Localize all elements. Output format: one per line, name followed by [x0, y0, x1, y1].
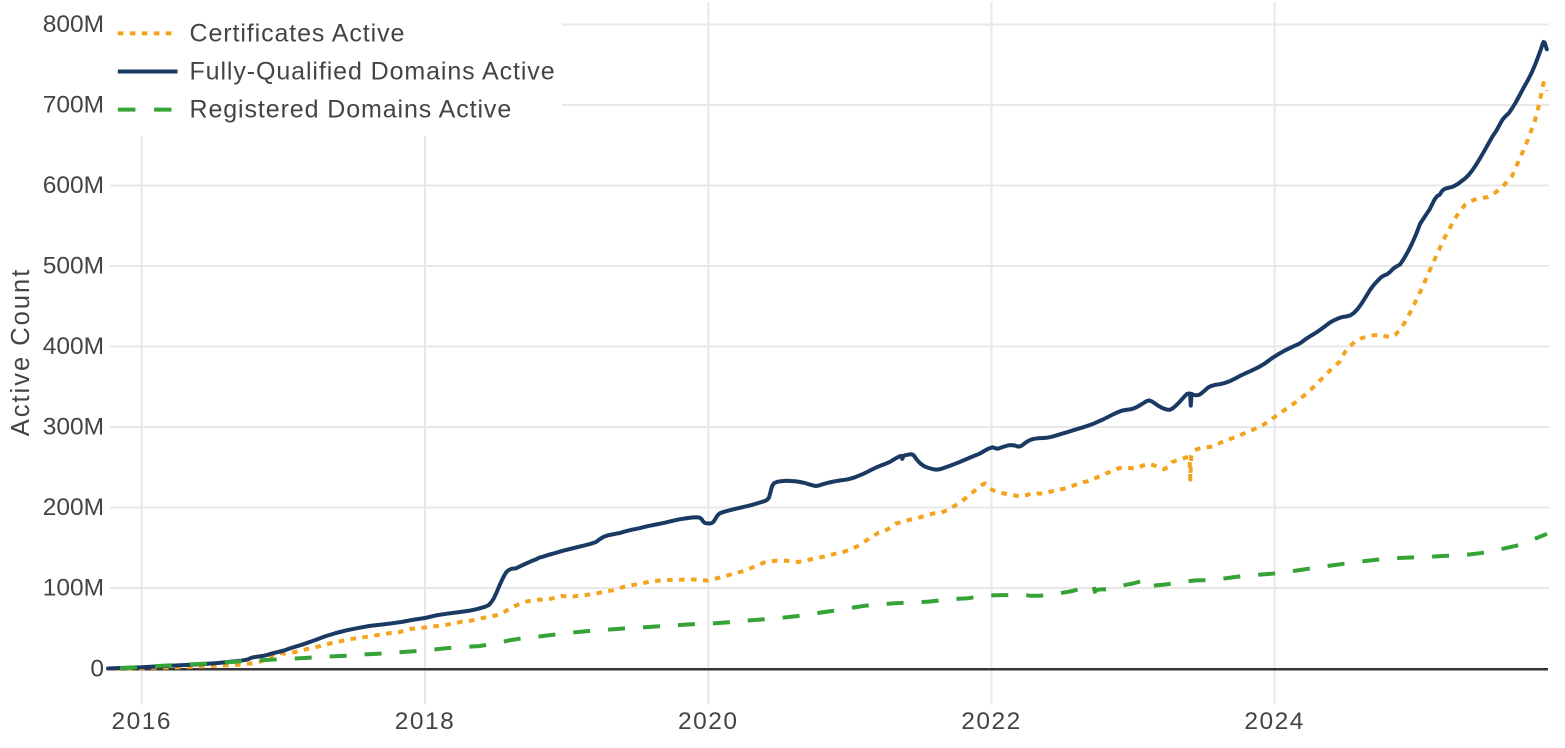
- svg-text:Active Count: Active Count: [7, 268, 35, 437]
- svg-text:700M: 700M: [43, 92, 104, 119]
- svg-text:100M: 100M: [43, 575, 104, 602]
- svg-text:400M: 400M: [43, 333, 104, 360]
- svg-text:600M: 600M: [43, 172, 104, 199]
- svg-text:2024: 2024: [1244, 708, 1305, 735]
- svg-text:Certificates Active: Certificates Active: [190, 19, 406, 47]
- svg-text:Registered Domains Active: Registered Domains Active: [190, 96, 513, 124]
- svg-text:500M: 500M: [43, 253, 104, 280]
- svg-text:300M: 300M: [43, 414, 104, 441]
- svg-text:800M: 800M: [43, 11, 104, 38]
- svg-text:2022: 2022: [961, 708, 1022, 735]
- svg-text:2020: 2020: [678, 708, 739, 735]
- svg-text:0: 0: [90, 656, 104, 683]
- svg-text:Fully-Qualified Domains Active: Fully-Qualified Domains Active: [190, 58, 556, 86]
- svg-text:2018: 2018: [395, 708, 456, 735]
- svg-text:2016: 2016: [111, 708, 172, 735]
- svg-text:200M: 200M: [43, 494, 104, 521]
